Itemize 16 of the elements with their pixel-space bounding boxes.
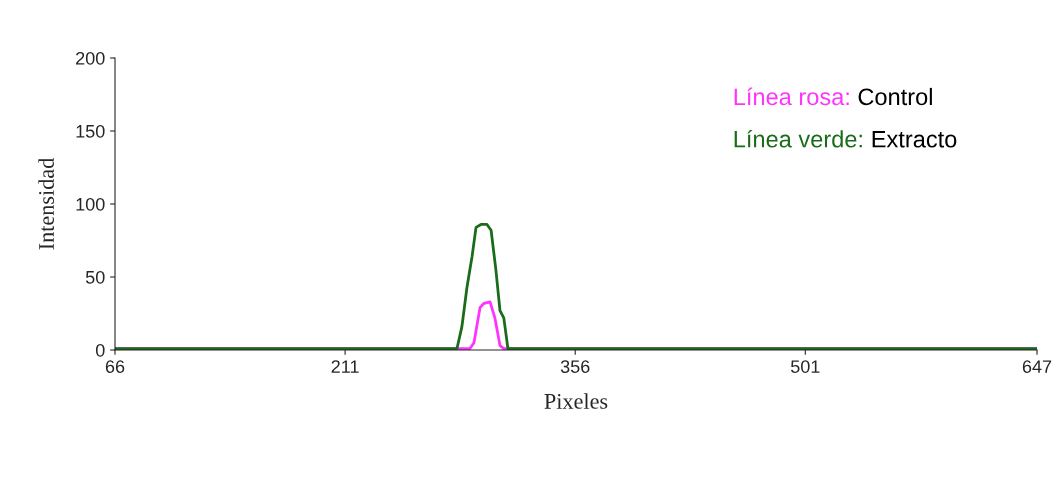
text: Línea verde: [734,129,862,148]
annotation: Control [858,87,932,106]
y-tick-label: 200 [76,51,105,65]
y-tick-label: 50 [85,270,105,284]
y-tick-label: 100 [76,197,105,211]
x-tick-label: 66 [105,360,125,373]
x-axis-title: Pixeles [544,393,608,409]
y-tick-label: 0 [95,343,105,357]
annotation: Extracto [872,131,957,148]
x-tick-label: 501 [790,360,820,373]
text: Línea rosa: [734,87,849,106]
x-tick-label: 356 [560,360,590,373]
x-tick-label: 647 [1022,360,1052,373]
x-tick-label: 211 [331,360,359,373]
y-axis-title: Intensidad [38,157,54,250]
y-tick-label: 150 [76,124,105,138]
